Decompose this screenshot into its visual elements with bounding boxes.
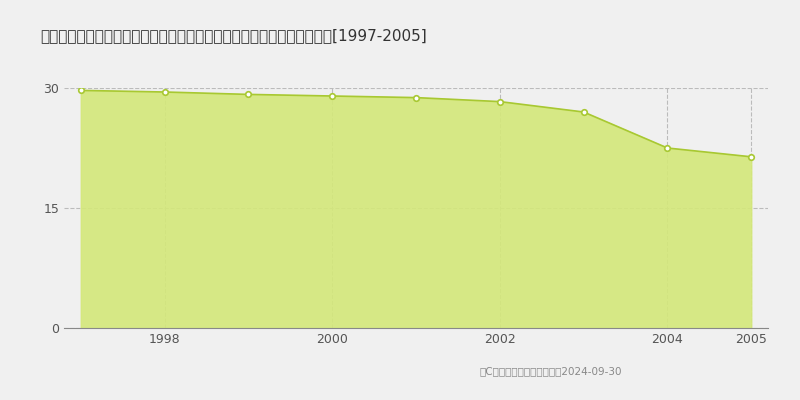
Text: （C）土地価格ドットコム　2024-09-30: （C）土地価格ドットコム 2024-09-30 [480,366,622,376]
Text: 広島県広島市安佐北区上深川町字高堰４６４番２　基準地価　地価推移[1997-2005]: 広島県広島市安佐北区上深川町字高堰４６４番２ 基準地価 地価推移[1997-20… [40,28,426,43]
